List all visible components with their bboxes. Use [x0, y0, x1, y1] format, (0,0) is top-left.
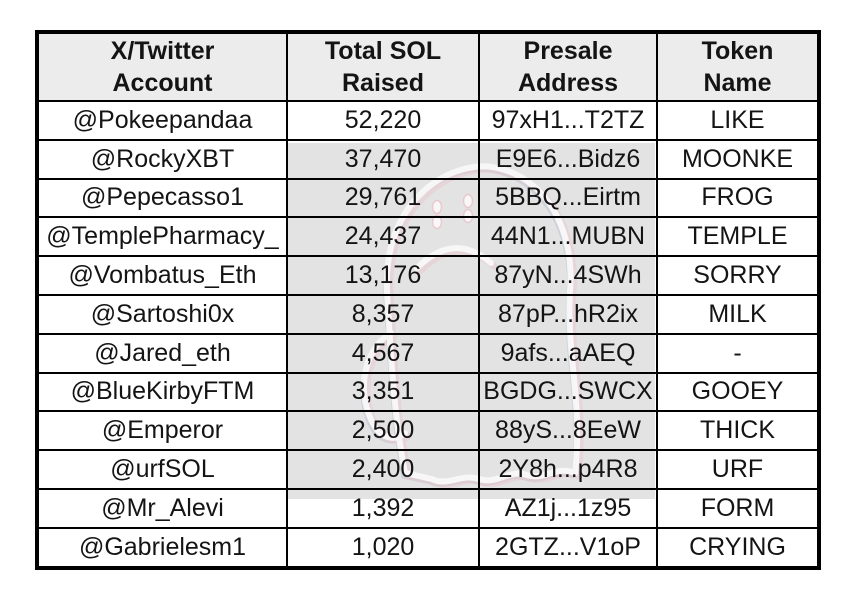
- table-row: @RockyXBT 37,470 E9E6...Bidz6 MOONKE: [36, 138, 820, 180]
- cell-token-name: GOOEY: [656, 371, 820, 413]
- cell-token-name: URF: [656, 449, 820, 490]
- cell-presale-address: 88yS...8EeW: [478, 410, 658, 452]
- cell-account: @BlueKirbyFTM: [36, 371, 288, 413]
- cell-sol-raised: 52,220: [286, 100, 480, 141]
- cell-sol-raised: 37,470: [286, 138, 480, 180]
- cell-presale-address: 87pP...hR2ix: [478, 293, 658, 335]
- cell-presale-address: 2GTZ...V1oP: [478, 526, 658, 570]
- cell-token-name: THICK: [656, 410, 820, 452]
- cell-presale-address: BGDG...SWCX: [478, 371, 658, 413]
- cell-sol-raised: 1,392: [286, 487, 480, 529]
- cell-token-name: -: [656, 332, 820, 374]
- cell-sol-raised: 3,351: [286, 371, 480, 413]
- table-row: @Sartoshi0x 8,357 87pP...hR2ix MILK: [36, 293, 820, 335]
- presale-leaderboard-table: X/Twitter Account Total SOL Raised Presa…: [35, 30, 821, 570]
- cell-account: @RockyXBT: [36, 138, 288, 180]
- cell-sol-raised: 13,176: [286, 255, 480, 296]
- cell-token-name: SORRY: [656, 255, 820, 296]
- cell-account: @TemplePharmacy_: [36, 216, 288, 258]
- cell-account: @Pokeepandaa: [36, 100, 288, 141]
- column-header-sol-raised: Total SOL Raised: [286, 31, 480, 102]
- table-body: @Pokeepandaa 52,220 97xH1...T2TZ LIKE @Rocky…: [36, 100, 820, 570]
- cell-token-name: MOONKE: [656, 138, 820, 180]
- cell-presale-address: E9E6...Bidz6: [478, 138, 658, 180]
- cell-presale-address: 2Y8h...p4R8: [478, 449, 658, 490]
- cell-sol-raised: 24,437: [286, 216, 480, 258]
- cell-account: @Jared_eth: [36, 332, 288, 374]
- cell-token-name: MILK: [656, 293, 820, 335]
- cell-account: @Sartoshi0x: [36, 293, 288, 335]
- table-row: @Emperor 2,500 88yS...8EeW THICK: [36, 410, 820, 452]
- cell-token-name: TEMPLE: [656, 216, 820, 258]
- table-row: @BlueKirbyFTM 3,351 BGDG...SWCX GOOEY: [36, 371, 820, 413]
- table-row: @Gabrielesm1 1,020 2GTZ...V1oP CRYING: [36, 526, 820, 570]
- column-header-token-name: Token Name: [656, 31, 820, 102]
- table-row: @Jared_eth 4,567 9afs...aAEQ -: [36, 332, 820, 374]
- cell-account: @urfSOL: [36, 449, 288, 490]
- cell-sol-raised: 4,567: [286, 332, 480, 374]
- cell-presale-address: AZ1j...1z95: [478, 487, 658, 529]
- cell-account: @Emperor: [36, 410, 288, 452]
- table-row: @Mr_Alevi 1,392 AZ1j...1z95 FORM: [36, 487, 820, 529]
- cell-account: @Gabrielesm1: [36, 526, 288, 570]
- cell-sol-raised: 2,400: [286, 449, 480, 490]
- table-row: @TemplePharmacy_ 24,437 44N1...MUBN TEMPLE: [36, 216, 820, 258]
- cell-sol-raised: 2,500: [286, 410, 480, 452]
- table-row: @Pepecasso1 29,761 5BBQ...Eirtm FROG: [36, 177, 820, 219]
- header-row: X/Twitter Account Total SOL Raised Presa…: [36, 31, 820, 102]
- cell-presale-address: 97xH1...T2TZ: [478, 100, 658, 141]
- table-row: @urfSOL 2,400 2Y8h...p4R8 URF: [36, 449, 820, 490]
- cell-account: @Mr_Alevi: [36, 487, 288, 529]
- cell-account: @Vombatus_Eth: [36, 255, 288, 296]
- cell-presale-address: 9afs...aAEQ: [478, 332, 658, 374]
- cell-sol-raised: 1,020: [286, 526, 480, 570]
- cell-token-name: FROG: [656, 177, 820, 219]
- cell-account: @Pepecasso1: [36, 177, 288, 219]
- cell-sol-raised: 8,357: [286, 293, 480, 335]
- cell-presale-address: 87yN...4SWh: [478, 255, 658, 296]
- cell-token-name: CRYING: [656, 526, 820, 570]
- cell-presale-address: 44N1...MUBN: [478, 216, 658, 258]
- cell-sol-raised: 29,761: [286, 177, 480, 219]
- cell-token-name: FORM: [656, 487, 820, 529]
- table-row: @Pokeepandaa 52,220 97xH1...T2TZ LIKE: [36, 100, 820, 141]
- cell-presale-address: 5BBQ...Eirtm: [478, 177, 658, 219]
- column-header-presale-address: Presale Address: [478, 31, 658, 102]
- table-row: @Vombatus_Eth 13,176 87yN...4SWh SORRY: [36, 255, 820, 296]
- column-header-account: X/Twitter Account: [36, 31, 288, 102]
- cell-token-name: LIKE: [656, 100, 820, 141]
